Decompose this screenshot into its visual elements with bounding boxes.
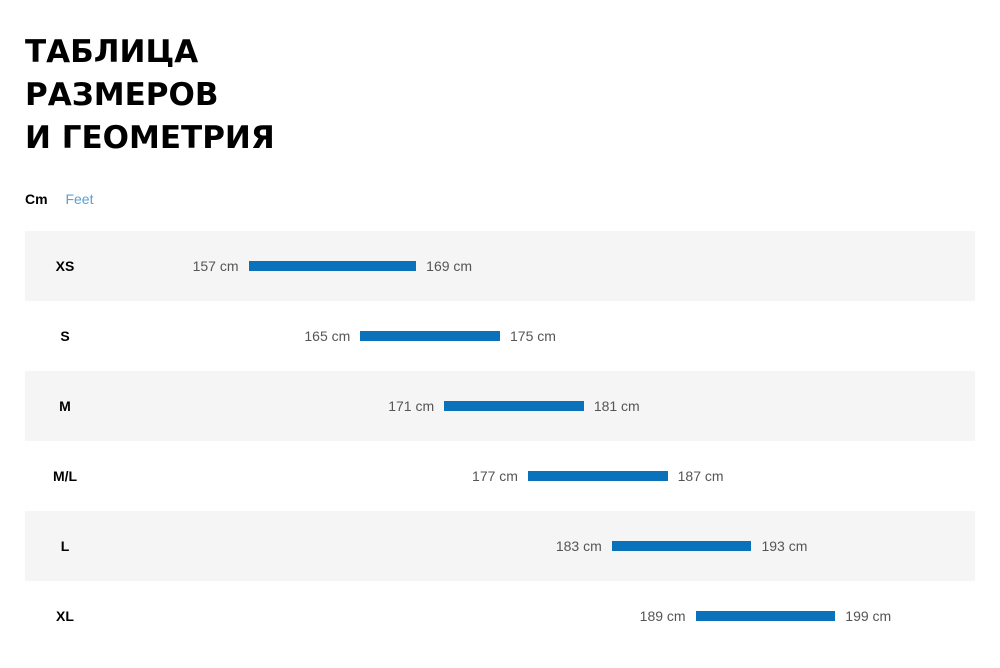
- height-range-bar: [695, 611, 836, 621]
- title-line: И ГЕОМЕТРИЯ: [25, 120, 275, 156]
- unit-toggle: Cm Feet: [25, 191, 107, 207]
- size-label: M: [59, 398, 71, 414]
- title-line: РАЗМЕРОВ: [25, 77, 219, 113]
- size-range-chart: XS 157 cm 169 cm S 165 cm 175 cm M 171 cm 181 cm…: [25, 231, 975, 651]
- max-height-label: 175 cm: [510, 328, 556, 344]
- size-label: XL: [56, 608, 74, 624]
- max-height-label: 187 cm: [677, 468, 724, 484]
- size-label: S: [60, 328, 70, 344]
- height-range-bar: [444, 401, 584, 411]
- size-row: M 171 cm 181 cm: [25, 371, 975, 441]
- height-range-bar: [611, 541, 752, 551]
- min-height-label: 189 cm: [639, 608, 686, 624]
- size-row: M/L 177 cm 187 cm: [25, 441, 975, 511]
- max-height-label: 181 cm: [593, 398, 640, 414]
- size-row: XL 189 cm 199 cm: [25, 581, 975, 651]
- height-range-bar: [527, 471, 668, 481]
- min-height-label: 171 cm: [388, 398, 435, 414]
- min-height-label: 177 cm: [472, 468, 518, 484]
- unit-option-cm[interactable]: Cm: [25, 191, 48, 207]
- unit-option-feet[interactable]: Feet: [65, 191, 94, 207]
- size-row: L 183 cm 193 cm: [25, 511, 975, 581]
- min-height-label: 183 cm: [555, 538, 602, 554]
- size-row: S 165 cm 175 cm: [25, 301, 975, 371]
- max-height-label: 169 cm: [426, 258, 473, 274]
- size-label: M/L: [52, 468, 78, 484]
- max-height-label: 199 cm: [845, 608, 892, 624]
- size-row: XS 157 cm 169 cm: [25, 231, 975, 301]
- height-range-bar: [248, 261, 417, 271]
- max-height-label: 193 cm: [761, 538, 808, 554]
- size-label: XS: [55, 258, 75, 274]
- min-height-label: 165 cm: [304, 328, 351, 344]
- size-label: L: [60, 538, 70, 554]
- title-line: ТАБЛИЦА: [25, 34, 199, 70]
- min-height-label: 157 cm: [192, 258, 239, 274]
- page-title: ТАБЛИЦА РАЗМЕРОВ И ГЕОМЕТРИЯ: [25, 31, 275, 160]
- height-range-bar: [360, 331, 500, 341]
